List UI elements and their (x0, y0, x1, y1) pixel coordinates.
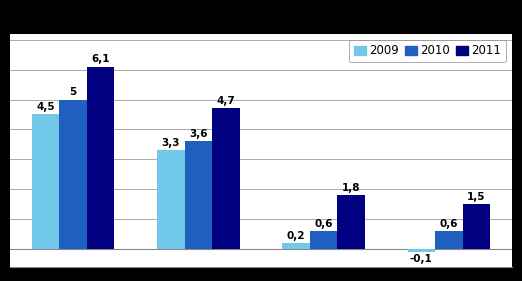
Text: 0,2: 0,2 (287, 231, 305, 241)
Bar (282, 243, 310, 249)
Text: 0,6: 0,6 (314, 219, 333, 229)
Text: 1,5: 1,5 (467, 192, 486, 202)
Bar (60, 99, 87, 249)
Text: 5: 5 (69, 87, 77, 97)
Text: -0,1: -0,1 (410, 254, 433, 264)
Text: 3,3: 3,3 (161, 138, 180, 148)
Bar (408, 249, 435, 252)
Bar (212, 108, 240, 249)
Bar (157, 150, 185, 249)
Text: 4,7: 4,7 (217, 96, 235, 106)
Bar (185, 141, 212, 249)
Text: 1,8: 1,8 (342, 183, 361, 193)
Bar (462, 204, 490, 249)
Bar (435, 231, 462, 249)
Text: 6,1: 6,1 (91, 54, 110, 64)
Text: 0,6: 0,6 (440, 219, 458, 229)
Legend: 2009, 2010, 2011: 2009, 2010, 2011 (349, 40, 506, 62)
Bar (87, 67, 114, 249)
Bar (337, 195, 365, 249)
Text: 4,5: 4,5 (36, 102, 55, 112)
Bar (32, 114, 60, 249)
Text: 3,6: 3,6 (189, 129, 208, 139)
Bar (310, 231, 337, 249)
